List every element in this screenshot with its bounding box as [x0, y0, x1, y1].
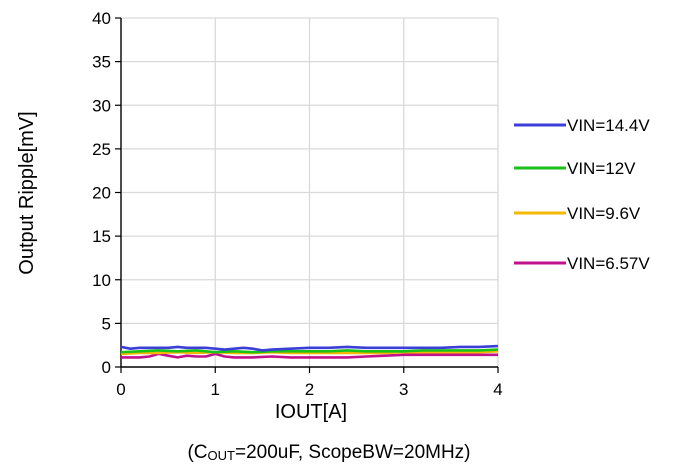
series-line-2	[120, 350, 499, 356]
y-tick-label: 40	[92, 9, 111, 28]
legend-label-1: VIN=12V	[567, 159, 636, 178]
y-tick-label: 15	[92, 227, 111, 246]
x-axis-title: IOUT[A]	[275, 401, 347, 423]
series-line-1	[120, 348, 499, 354]
x-tick-label: 2	[305, 380, 314, 399]
series-line-3	[121, 352, 498, 359]
x-tick-label: 0	[116, 380, 125, 399]
condition-note-suffix: =200uF, ScopeBW=20MHz)	[235, 442, 471, 463]
grid-lines	[121, 17, 499, 367]
x-tick-label: 1	[211, 380, 220, 399]
y-tick-label: 35	[92, 53, 111, 72]
y-tick-label: 5	[102, 314, 111, 333]
tick-labels: 0 5 10 15 20 25 30 35 40 0 1 2 3 4	[92, 9, 503, 399]
y-tick-label: 20	[92, 184, 111, 203]
series-lines	[120, 344, 499, 359]
condition-note-subscript: OUT	[208, 448, 236, 463]
y-tick-label: 10	[92, 271, 111, 290]
condition-note: (COUT=200uF, ScopeBW=20MHz)	[187, 442, 470, 463]
y-tick-label: 0	[102, 358, 111, 377]
condition-note-prefix: (C	[187, 442, 207, 463]
legend-label-2: VIN=9.6V	[567, 204, 641, 223]
y-tick-label: 30	[92, 96, 111, 115]
legend: VIN=14.4V VIN=12V VIN=9.6V VIN=6.57V	[514, 116, 650, 273]
legend-label-0: VIN=14.4V	[567, 116, 650, 135]
series-line-0	[120, 344, 499, 352]
x-tick-label: 4	[493, 380, 502, 399]
x-tick-label: 3	[399, 380, 408, 399]
y-axis-title: Output Ripple[mV]	[16, 111, 38, 274]
axes	[115, 17, 499, 373]
y-tick-label: 25	[92, 140, 111, 159]
legend-label-3: VIN=6.57V	[567, 254, 650, 273]
